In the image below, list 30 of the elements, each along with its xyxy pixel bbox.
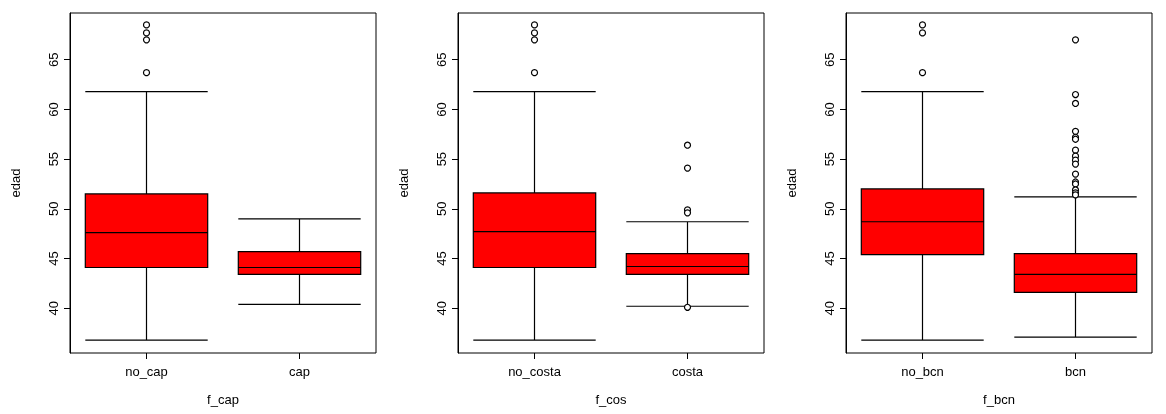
y-axis-title: edad	[8, 168, 23, 198]
x-tick-label: no_bcn	[901, 364, 944, 379]
y-tick-label: 40	[822, 301, 837, 316]
x-tick-label: cap	[289, 364, 310, 379]
y-tick-label: 50	[822, 201, 837, 217]
y-tick-label: 60	[434, 102, 449, 117]
y-tick-label: 60	[822, 102, 837, 117]
x-axis-title: f_cap	[207, 392, 239, 407]
y-tick-label: 55	[46, 151, 61, 167]
x-axis-title: f_bcn	[983, 392, 1015, 407]
y-tick-label: 40	[46, 301, 61, 316]
y-tick-label: 40	[434, 301, 449, 316]
y-tick-label: 45	[822, 251, 837, 266]
y-tick-label: 50	[434, 201, 449, 217]
y-axis-title: edad	[396, 168, 411, 198]
y-tick-label: 60	[46, 102, 61, 117]
y-tick-label: 55	[434, 151, 449, 167]
x-tick-label: bcn	[1065, 364, 1086, 379]
x-tick-label: costa	[671, 364, 704, 379]
y-axis-title: edad	[784, 168, 799, 198]
x-tick-label: no_cap	[125, 364, 168, 379]
x-tick-label: no_costa	[508, 364, 562, 379]
x-axis-title: f_cos	[595, 392, 628, 407]
y-tick-label: 65	[46, 52, 61, 67]
y-tick-label: 45	[434, 251, 449, 266]
y-tick-label: 65	[822, 52, 837, 67]
y-tick-label: 45	[46, 251, 61, 266]
y-tick-label: 65	[434, 52, 449, 67]
y-tick-label: 50	[46, 201, 61, 217]
y-tick-label: 55	[822, 151, 837, 167]
